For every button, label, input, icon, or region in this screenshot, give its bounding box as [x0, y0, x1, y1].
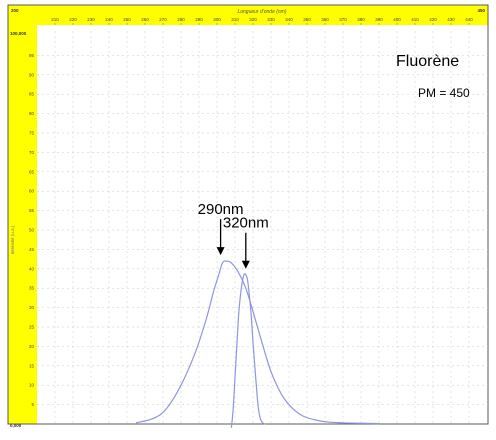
x-tick-label: 400	[393, 17, 401, 22]
x-tick-label: 260	[141, 17, 149, 22]
x-tick-label: 420	[429, 17, 437, 22]
y-axis-label: Intensité (u.a.)	[10, 225, 15, 254]
x-tick-label: 220	[69, 17, 77, 22]
x-tick-label: 320	[249, 17, 257, 22]
x-axis-header-bar	[8, 5, 488, 25]
y-tick-label: 50	[29, 228, 35, 233]
y-tick-label: 40	[29, 266, 35, 271]
y-tick-label: 65	[29, 169, 35, 174]
x-tick-label: 360	[321, 17, 329, 22]
y-tick-label: 80	[29, 111, 35, 116]
y-tick-label: 45	[29, 247, 35, 252]
x-tick-label: 310	[231, 17, 239, 22]
series-layer	[135, 260, 380, 428]
x-tick-labels: 210 220 230 240 250 260 270 280 290 300 310 320 330 3…	[51, 17, 473, 25]
peak-annotation-label: 320nm	[223, 215, 269, 232]
x-tick-label: 330	[267, 17, 275, 22]
x-tick-label: 300	[213, 17, 221, 22]
x-tick-label: 350	[303, 17, 311, 22]
emission-spectrum-line	[230, 273, 266, 428]
x-tick-label: 230	[87, 17, 95, 22]
y-tick-label: 10	[29, 383, 35, 388]
x-tick-label: 430	[447, 17, 455, 22]
y-tick-label: 85	[29, 92, 35, 97]
y-tick-label: 70	[29, 150, 35, 155]
chart-title: Fluorène	[396, 53, 459, 70]
peak-annotation-label: 290nm	[198, 201, 244, 218]
x-tick-label: 250	[123, 17, 131, 22]
peak-arrow-head	[216, 247, 225, 256]
horizontal-gridlines	[37, 55, 488, 405]
x-tick-label: 340	[285, 17, 293, 22]
x-axis-label: Longueur d'onde (nm)	[237, 9, 286, 15]
y-tick-labels: 5 10 15 20 25 30 35 40 45 50 55 60 65 70 75 80 85 90 95	[29, 53, 35, 407]
y-tick-label: 95	[29, 53, 35, 58]
y-tick-label: 20	[29, 344, 35, 349]
x-tick-label: 280	[177, 17, 185, 22]
x-tick-label: 440	[465, 17, 473, 22]
y-corner-bottom-label: 0,000	[10, 423, 22, 428]
x-tick-label: 370	[339, 17, 347, 22]
y-corner-top-label: 100,000	[10, 31, 27, 36]
peak-arrow-head	[241, 260, 250, 269]
y-tick-label: 5	[31, 402, 34, 407]
y-tick-label: 15	[29, 363, 35, 368]
x-corner-left-label: 200	[11, 8, 19, 13]
x-tick-label: 290	[195, 17, 203, 22]
y-tick-label: 90	[29, 72, 35, 77]
y-tick-label: 55	[29, 208, 35, 213]
plot-area	[37, 31, 488, 424]
chart-subtitle: PM = 450	[418, 86, 470, 100]
x-corner-right-label: 450	[477, 8, 485, 13]
chart-border	[7, 4, 489, 425]
x-tick-label: 210	[51, 17, 59, 22]
x-tick-label: 380	[357, 17, 365, 22]
y-tick-label: 60	[29, 189, 35, 194]
x-tick-label: 410	[411, 17, 419, 22]
x-tick-label: 240	[105, 17, 113, 22]
x-tick-label: 390	[375, 17, 383, 22]
y-tick-label: 30	[29, 305, 35, 310]
x-tick-label: 270	[159, 17, 167, 22]
y-tick-label: 35	[29, 286, 35, 291]
y-tick-label: 75	[29, 131, 35, 136]
y-tick-label: 25	[29, 325, 35, 330]
y-axis-bar	[8, 25, 37, 424]
vertical-gridlines	[54, 31, 470, 424]
